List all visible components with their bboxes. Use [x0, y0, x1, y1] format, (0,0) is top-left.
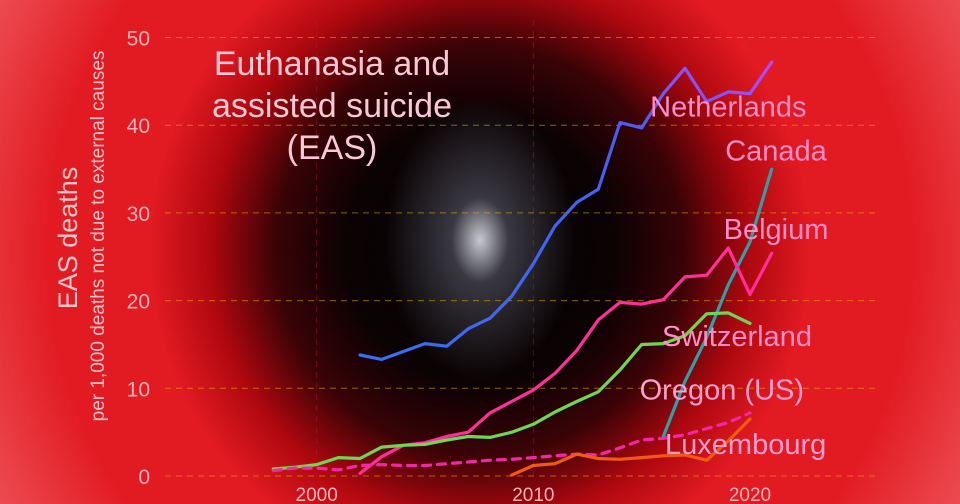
- chart-title: Euthanasia and assisted suicide (EAS): [212, 45, 452, 167]
- series-label-canada: Canada: [725, 135, 827, 167]
- y-axis-sublabel: per 1,000 deaths not due to external cau…: [88, 51, 109, 422]
- chart-title-line: Euthanasia and: [214, 45, 450, 83]
- chart-title-line: (EAS): [287, 129, 378, 167]
- x-tick-label: 2010: [512, 485, 554, 504]
- y-tick-label: 30: [127, 203, 150, 226]
- y-tick-label: 10: [127, 378, 150, 401]
- series-lines: [271, 60, 774, 477]
- series-line-luxembourg: [510, 417, 752, 477]
- y-tick-label: 50: [127, 28, 150, 51]
- series-label-oregon-us: Oregon (US): [640, 375, 804, 407]
- series-line-canada: [661, 167, 774, 439]
- series-line-netherlands: [358, 60, 774, 361]
- y-tick-label: 0: [138, 466, 150, 489]
- series-label-luxembourg: Luxembourg: [665, 429, 826, 461]
- axes: 0 10 20 30 40 50 2000 2010 2020 EAS deaths per 1,0…: [53, 28, 771, 504]
- x-tick-label: 2000: [296, 485, 338, 504]
- y-axis-label: EAS deaths: [53, 167, 83, 310]
- y-tick-label: 20: [127, 291, 150, 314]
- series-label-switzerland: Switzerland: [662, 321, 812, 353]
- series-labels: Netherlands Canada Belgium Switzerland Orego…: [640, 91, 829, 461]
- x-tick-label: 2020: [729, 485, 771, 504]
- series-line-switzerland: [271, 311, 752, 471]
- series-line-oregon-us: [271, 411, 752, 473]
- series-label-netherlands: Netherlands: [650, 91, 806, 123]
- grid-lines: [165, 20, 880, 477]
- series-line-belgium: [358, 246, 774, 475]
- y-tick-label: 40: [127, 115, 150, 138]
- series-label-belgium: Belgium: [724, 214, 829, 246]
- chart-title-line: assisted suicide: [212, 87, 452, 125]
